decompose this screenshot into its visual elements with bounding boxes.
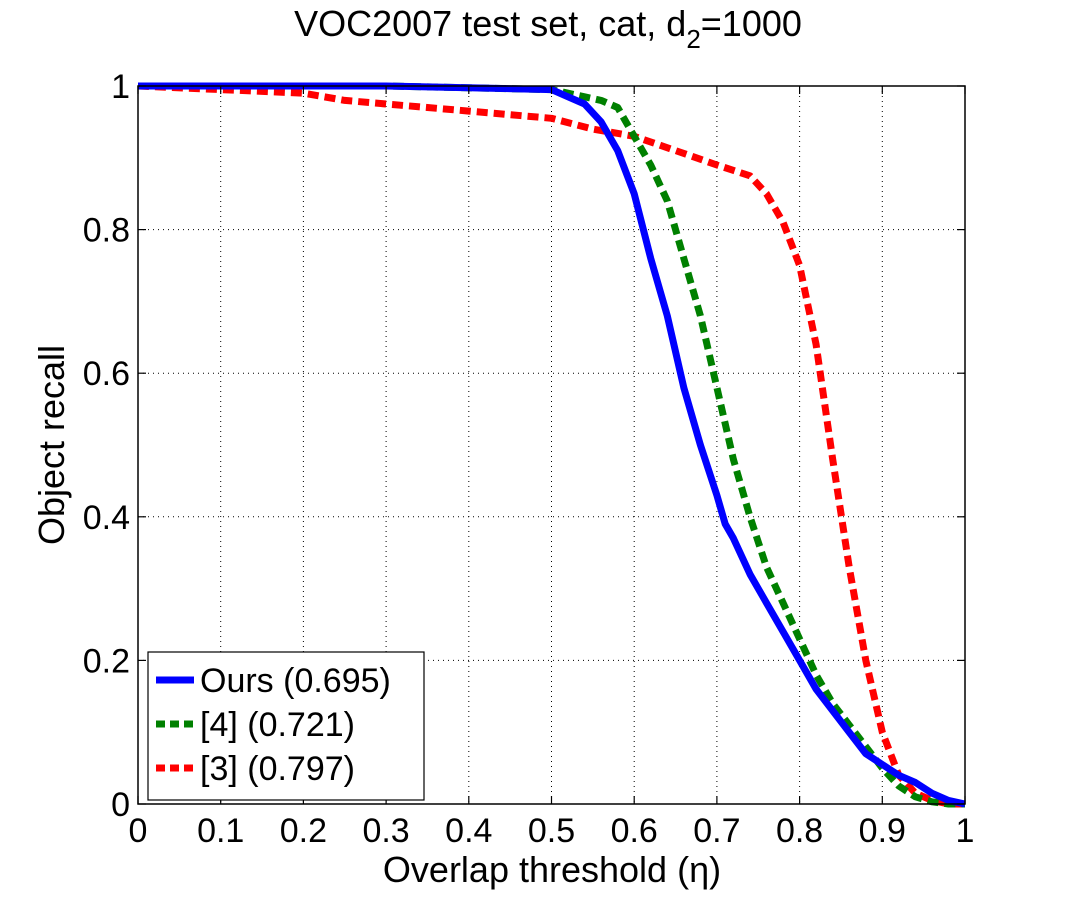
- x-tick-label: 0.7: [693, 812, 740, 850]
- x-tick-label: 0.1: [197, 812, 244, 850]
- y-tick-label: 0.6: [83, 355, 130, 393]
- x-tick-label: 0: [129, 812, 148, 850]
- series-line-1: [138, 82, 965, 808]
- series-line-0: [138, 82, 966, 808]
- x-tick-label: 0.8: [776, 812, 823, 850]
- y-tick-label: 0.2: [83, 642, 130, 680]
- x-tick-label: 0.4: [445, 812, 492, 850]
- y-tick-label: 1: [111, 68, 130, 106]
- y-tick-labels: 0 0.2 0.4 0.6 0.8 1: [83, 68, 130, 824]
- y-axis-label: Object recall: [31, 345, 72, 545]
- series-line-2: [137, 82, 965, 808]
- y-tick-label: 0: [111, 786, 130, 824]
- chart-title-subscript: 2: [686, 24, 700, 54]
- x-axis-label: Overlap threshold (η): [383, 849, 721, 890]
- chart-title-main: VOC2007 test set, cat, d: [294, 3, 686, 44]
- x-tick-labels: 0 0.1 0.2 0.3 0.4 0.5 0.6 0.7 0.8 0.9 1: [129, 812, 975, 850]
- x-tick-label: 0.5: [528, 812, 575, 850]
- legend-label-0: Ours (0.695): [200, 662, 391, 700]
- axis-ticks: [137, 85, 966, 805]
- y-tick-label: 0.4: [83, 499, 130, 537]
- series-layer: [137, 82, 966, 808]
- x-tick-label: 0.2: [280, 812, 327, 850]
- x-tick-label: 0.6: [611, 812, 658, 850]
- legend-label-1: [4] (0.721): [200, 706, 355, 744]
- chart-title: VOC2007 test set, cat, d2=1000: [294, 3, 802, 54]
- legend-label-2: [3] (0.797): [200, 750, 355, 788]
- y-tick-label: 0.8: [83, 212, 130, 250]
- chart-title-suffix: =1000: [701, 3, 802, 44]
- legend: Ours (0.695) [4] (0.721) [3] (0.797): [147, 651, 425, 801]
- x-tick-label: 0.9: [859, 812, 906, 850]
- x-tick-label: 0.3: [362, 812, 409, 850]
- x-tick-label: 1: [956, 812, 975, 850]
